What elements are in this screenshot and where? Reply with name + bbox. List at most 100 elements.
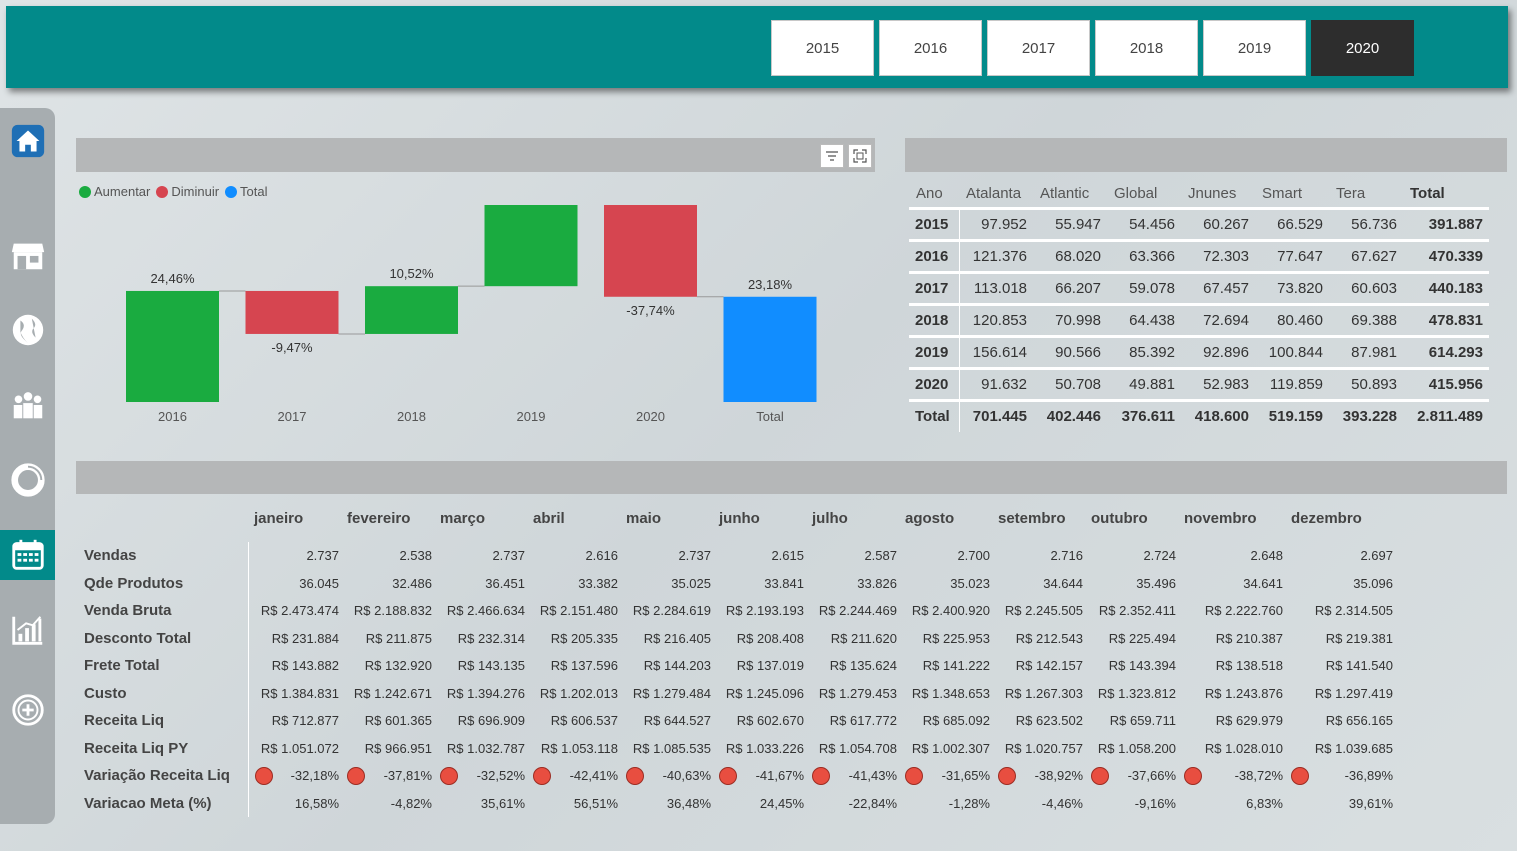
metric-cell: R$ 144.203 [643,658,711,674]
filter-icon[interactable] [820,144,844,168]
month-header[interactable]: setembro [998,509,1066,527]
column-header[interactable]: Ano [916,184,943,202]
x-tick-label: 2019 [517,409,546,424]
column-header[interactable]: Jnunes [1188,184,1237,202]
metric-cell: R$ 212.543 [1015,630,1083,646]
month-header[interactable]: janeiro [254,509,304,527]
column-header[interactable]: Smart [1262,184,1303,202]
row-label: 2016 [909,238,960,272]
metric-cell: 35.096 [1353,575,1393,591]
metric-cell: R$ 601.365 [364,713,432,729]
chart-legend: Aumentar Diminuir Total [79,184,268,199]
year-brand-table: Ano Atalanta Atlantic Global Jnunes Smart Tera… [909,180,1489,432]
legend-dot-decrease [156,185,169,198]
metric-cell: R$ 1.051.072 [260,740,339,756]
status-indicator-icon [1291,766,1309,785]
year-button-2015[interactable]: 2015 [771,20,874,76]
indicator-cell: -37,66% [1085,766,1176,785]
table-cell: 478.831 [1403,302,1489,336]
year-button-2020[interactable]: 2020 [1311,20,1414,76]
column-header[interactable]: Total [1410,184,1445,202]
column-header[interactable]: Atlantic [1040,184,1090,202]
monthly-table-panel-header [76,461,1507,494]
data-label: -37,74% [626,303,675,318]
month-header[interactable]: fevereiro [347,509,411,527]
table-cell: 393.228 [1329,398,1403,432]
table-cell: 100.844 [1255,334,1329,368]
add-circle-icon[interactable] [0,685,55,735]
metric-cell: R$ 606.537 [550,713,618,729]
x-tick-label: 2020 [636,409,665,424]
metric-cell: 34.641 [1243,575,1283,591]
row-label: 2019 [909,334,960,368]
metric-cell: R$ 2.284.619 [632,603,711,619]
metric-cell: -41,67% [713,762,806,790]
bar-2016[interactable] [126,290,219,402]
sidebar-nav [0,108,55,824]
metric-cell: 36.451 [485,575,525,591]
metric-cell: R$ 1.245.096 [725,685,804,701]
year-button-2016[interactable]: 2016 [879,20,982,76]
month-header[interactable]: outubro [1091,509,1148,527]
year-button-2019[interactable]: 2019 [1203,20,1306,76]
year-button-2017[interactable]: 2017 [987,20,1090,76]
table-cell: 60.603 [1329,270,1403,304]
bar-2017[interactable] [245,290,339,334]
people-icon[interactable] [0,380,55,430]
metric-value: -32,18% [290,768,339,784]
metric-cell: 2.737 [492,548,525,564]
status-indicator-icon [1184,766,1202,785]
metric-cell: 35.023 [950,575,990,591]
year-button-2018[interactable]: 2018 [1095,20,1198,76]
table-cell: 2.811.489 [1403,398,1489,432]
metric-cell: 2.648 [1250,548,1283,564]
globe-icon[interactable] [0,305,55,355]
table-header-row: Ano Atalanta Atlantic Global Jnunes Smart Tera… [909,180,1489,208]
metric-cell: 2.700 [957,548,990,564]
bar-2018[interactable] [365,286,458,334]
table-cell: 440.183 [1403,270,1489,304]
table-cell: 73.820 [1255,270,1329,304]
month-header[interactable]: junho [719,509,760,527]
month-header[interactable]: maio [626,509,662,527]
month-header[interactable]: dezembro [1291,509,1362,527]
metric-row: Custo R$ 1.384.831 R$ 1.242.671 R$ 1.394.27… [80,679,1395,707]
metric-cell: -42,41% [527,762,620,790]
table-cell: 70.998 [1033,302,1107,336]
donut-chart-icon[interactable] [0,455,55,505]
table-cell: 59.078 [1107,270,1181,304]
table-cell: 64.438 [1107,302,1181,336]
month-header[interactable]: abril [533,509,565,527]
status-indicator-icon [440,766,458,785]
metric-cell: R$ 656.165 [1325,713,1393,729]
metric-cell: R$ 2.222.760 [1204,603,1283,619]
column-header[interactable]: Global [1114,184,1158,202]
legend-item-decrease: Diminuir [156,184,219,199]
legend-item-increase: Aumentar [79,184,150,199]
month-header[interactable]: março [440,509,486,527]
metric-cell: 35.496 [1136,575,1176,591]
bar-2019[interactable] [484,205,578,287]
table-cell: 66.529 [1255,206,1329,240]
bar-total[interactable] [723,296,817,402]
store-icon[interactable] [0,230,55,280]
metric-cell: R$ 2.314.505 [1314,603,1393,619]
status-indicator-icon [533,766,551,785]
metric-cell: R$ 232.314 [457,630,525,646]
table-cell: 470.339 [1403,238,1489,272]
table-cell: 156.614 [959,334,1033,368]
metric-cell: R$ 1.242.671 [353,685,432,701]
home-icon[interactable] [0,116,55,166]
focus-mode-icon[interactable] [848,144,872,168]
bar-chart-icon[interactable] [0,605,55,655]
column-header[interactable]: Tera [1336,184,1366,202]
column-header[interactable]: Atalanta [966,184,1022,202]
month-header[interactable]: novembro [1184,509,1257,527]
bar-2020[interactable] [604,205,697,297]
month-header[interactable]: julho [812,509,848,527]
calendar-icon[interactable] [0,530,55,580]
metric-cell: R$ 2.473.474 [260,603,339,619]
metric-cell: R$ 659.711 [1109,713,1176,729]
metric-cell: -4,82% [390,795,432,811]
month-header[interactable]: agosto [905,509,955,527]
